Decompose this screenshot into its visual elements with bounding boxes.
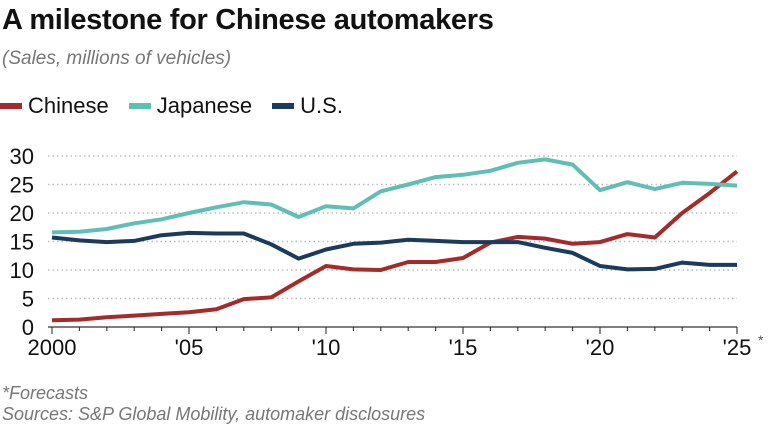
legend-item-japanese: Japanese [128, 93, 253, 119]
x-tick-label: '15 [449, 335, 478, 360]
sources-note: Sources: S&P Global Mobility, automaker … [2, 404, 426, 424]
chart-subtitle: (Sales, millions of vehicles) [2, 48, 232, 69]
y-tick-label: 25 [10, 173, 34, 198]
line-chart: 0 5 10 15 20 25 30 2000 '05 '10 '15 '20 '25 * [10, 144, 764, 360]
chart-title: A milestone for Chinese automakers [2, 4, 494, 36]
x-tick-label: 2000 [28, 335, 77, 360]
forecast-note: *Forecasts [2, 383, 89, 403]
y-tick-label: 15 [10, 230, 34, 255]
y-tick-label: 20 [10, 201, 34, 226]
y-tick-label: 5 [22, 287, 34, 312]
y-tick-label: 0 [22, 315, 34, 340]
legend-swatch-japanese [128, 103, 151, 109]
legend-label-us: U.S. [300, 93, 343, 118]
series-line-chinese [51, 169, 739, 323]
x-tick-label: '10 [312, 335, 341, 360]
y-tick-label: 30 [10, 144, 34, 169]
x-tick-label: '25 [723, 335, 752, 360]
x-tick-label: '05 [175, 335, 204, 360]
x-tick-label: '20 [586, 335, 615, 360]
legend: Chinese Japanese U.S. [0, 92, 363, 120]
forecast-asterisk: * [758, 332, 764, 348]
series-line-japanese [51, 157, 738, 235]
series-line-us [51, 230, 737, 272]
y-tick-label: 10 [10, 258, 34, 283]
legend-swatch-chinese [0, 103, 22, 109]
legend-label-chinese: Chinese [28, 93, 109, 118]
legend-swatch-us [272, 103, 295, 109]
legend-item-chinese: Chinese [0, 93, 109, 119]
legend-item-us: U.S. [272, 93, 343, 119]
legend-label-japanese: Japanese [156, 93, 253, 118]
